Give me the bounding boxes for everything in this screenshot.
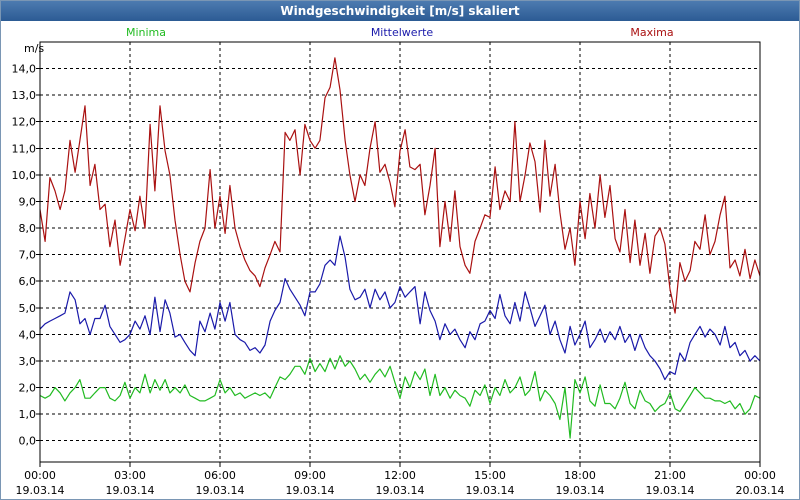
y-tick-label: 14,0: [12, 63, 37, 76]
x-tick-date-label: 19.03.14: [556, 484, 605, 497]
x-tick-date-label: 19.03.14: [286, 484, 335, 497]
y-tick-label: 12,0: [12, 116, 37, 129]
x-tick-time-label: 15:00: [474, 469, 506, 482]
y-tick-label: 5,0: [19, 302, 37, 315]
axis-layer: 0,0 1,0 2,0 3,0 4,0 5,0 6,0 7,0 8,0 9,0 10,0 11,0 12…: [12, 41, 785, 497]
x-tick-date-label: 19.03.14: [376, 484, 425, 497]
x-tick-date-label: 19.03.14: [16, 484, 65, 497]
y-tick-label: 8,0: [19, 222, 37, 235]
x-tick-time-label: 03:00: [114, 469, 146, 482]
x-tick-time-label: 06:00: [204, 469, 236, 482]
x-tick-time-label: 21:00: [654, 469, 686, 482]
x-tick-date-label: 19.03.14: [466, 484, 515, 497]
x-tick-time-label: 12:00: [384, 469, 416, 482]
series-layer: [39, 57, 761, 439]
y-tick-label: 4,0: [19, 328, 37, 341]
series-line-min: [39, 355, 761, 439]
y-tick-label: 10,0: [12, 169, 37, 182]
legend-mittelwerte: Mittelwerte: [371, 26, 434, 39]
x-tick-date-label: 19.03.14: [196, 484, 245, 497]
plot-area-frame: [39, 41, 761, 463]
y-axis-unit-label: m/s: [24, 42, 44, 55]
x-tick-time-label: 00:00: [24, 469, 56, 482]
y-tick-label: 13,0: [12, 89, 37, 102]
x-tick-time-label: 00:00: [744, 469, 776, 482]
x-tick-date-label: 20.03.14: [736, 484, 785, 497]
x-tick-time-label: 09:00: [294, 469, 326, 482]
y-tick-label: 2,0: [19, 382, 37, 395]
y-tick-label: 11,0: [12, 142, 37, 155]
y-tick-label: 0,0: [19, 435, 37, 448]
window-title: Windgeschwindigkeit [m/s] skaliert: [1, 1, 799, 21]
y-tick-label: 6,0: [19, 275, 37, 288]
x-tick-time-label: 18:00: [564, 469, 596, 482]
y-tick-label: 7,0: [19, 249, 37, 262]
series-line-max: [39, 57, 761, 314]
y-tick-label: 1,0: [19, 408, 37, 421]
y-tick-label: 3,0: [19, 355, 37, 368]
x-tick-date-label: 19.03.14: [106, 484, 155, 497]
legend-maxima: Maxima: [630, 26, 673, 39]
legend-minima: Minima: [126, 26, 166, 39]
x-tick-date-label: 19.03.14: [646, 484, 695, 497]
grid-layer: [39, 42, 761, 462]
series-line-mean: [39, 235, 761, 381]
y-tick-label: 9,0: [19, 195, 37, 208]
